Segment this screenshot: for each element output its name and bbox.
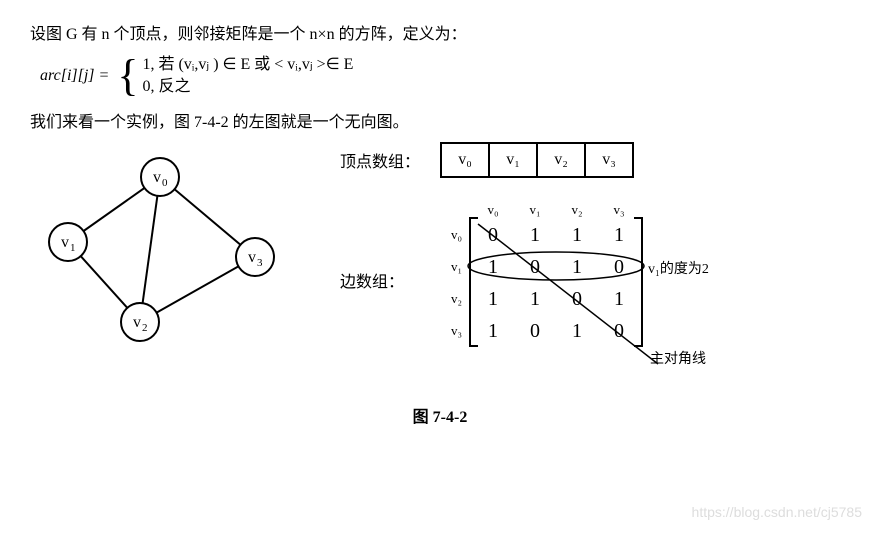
vertex-cell: v₁ [489,143,537,177]
brace-icon: { [117,56,138,96]
svg-text:v₃: v₃ [613,202,624,217]
svg-text:1: 1 [488,288,498,310]
undirected-graph: v0v1v2v3 [30,142,300,362]
svg-text:v: v [248,249,256,266]
edge-array-label: 边数组： [340,198,420,292]
svg-text:1: 1 [530,288,540,310]
example-text: 我们来看一个实例，图 7-4-2 的左图就是一个无向图。 [30,108,850,132]
vertex-cell: v₂ [537,143,585,177]
intro-text: 设图 G 有 n 个顶点，则邻接矩阵是一个 n×n 的方阵，定义为： [30,20,850,44]
formula: arc[i][j] = { 1, 若 (vᵢ,vⱼ ) ∈ E 或 < vᵢ,v… [40,54,850,98]
svg-text:1: 1 [488,320,498,342]
formula-case2: 0, 反之 [142,76,353,98]
svg-text:v₂: v₂ [571,202,582,217]
formula-lhs: arc[i][j] = [40,67,109,85]
svg-text:v₀: v₀ [451,227,462,242]
svg-text:1: 1 [614,288,624,310]
svg-text:v₁: v₁ [529,202,540,217]
diagonal-annotation: 主对角线 [650,348,706,368]
degree-annotation: v₁的度为2 [648,258,709,278]
svg-text:v₂: v₂ [451,291,462,306]
svg-text:v₀: v₀ [487,202,498,217]
svg-text:1: 1 [572,320,582,342]
adjacency-matrix: v₀v₁v₂v₃v₀v₁v₂v₃0111101011011010 v₁的度为2 … [440,198,740,383]
svg-text:0: 0 [530,256,540,278]
svg-text:3: 3 [257,257,263,269]
formula-case1: 1, 若 (vᵢ,vⱼ ) ∈ E 或 < vᵢ,vⱼ >∈ E [142,54,353,76]
svg-text:v: v [153,169,161,186]
svg-text:1: 1 [70,242,76,254]
svg-text:1: 1 [614,224,624,246]
svg-text:v₃: v₃ [451,323,462,338]
svg-text:v₁: v₁ [451,259,462,274]
svg-text:v: v [61,234,69,251]
figure-caption: 图 7-4-2 [30,403,850,427]
svg-text:0: 0 [530,320,540,342]
svg-text:1: 1 [530,224,540,246]
vertex-cell: v₃ [585,143,633,177]
svg-text:0: 0 [162,177,168,189]
svg-text:2: 2 [142,322,148,334]
vertex-cell: v₀ [441,143,489,177]
svg-text:v: v [133,314,141,331]
vertex-array-table: v₀v₁v₂v₃ [440,142,634,178]
svg-text:1: 1 [572,224,582,246]
svg-text:1: 1 [572,256,582,278]
watermark: https://blog.csdn.net/cj5785 [692,504,862,520]
vertex-array-label: 顶点数组： [340,142,420,172]
